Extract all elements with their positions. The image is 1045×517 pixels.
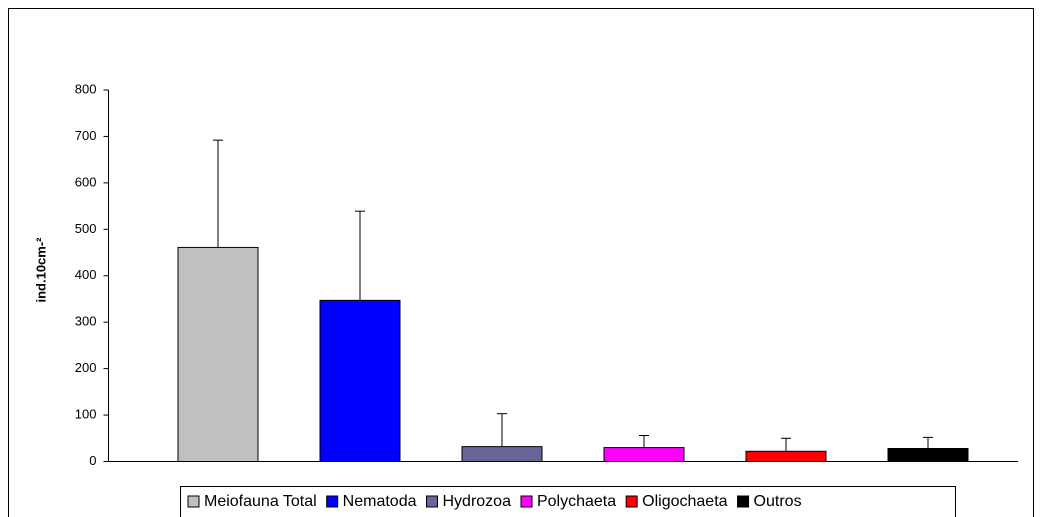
bar (319, 299, 401, 462)
legend-box (180, 486, 956, 517)
y-axis-label: ind.10cm-² (33, 237, 48, 303)
y-tick-label: 500 (75, 221, 97, 236)
legend-swatch (625, 495, 638, 508)
y-tick-label: 300 (75, 314, 97, 329)
y-tick-label: 700 (75, 128, 97, 143)
legend-swatch (426, 495, 438, 508)
y-tick-label: 0 (89, 453, 96, 468)
legend-label: Oligochaeta (642, 493, 727, 510)
legend-label: Nematoda (343, 493, 417, 510)
bar (177, 246, 259, 462)
bar (603, 447, 685, 463)
legend-label: Hydrozoa (443, 493, 512, 510)
bar (745, 450, 827, 463)
legend-label: Meiofauna Total (204, 493, 317, 510)
legend-swatch (737, 495, 750, 508)
y-tick-label: 100 (75, 407, 97, 422)
bar (887, 447, 969, 462)
legend-swatch (187, 495, 200, 508)
y-tick-label: 800 (75, 81, 97, 96)
legend-label: Polychaeta (537, 493, 616, 510)
y-tick-label: 200 (75, 360, 97, 375)
chart-frame (8, 8, 1034, 517)
y-tick-label: 400 (75, 267, 97, 282)
y-tick-label: 600 (75, 174, 97, 189)
legend-swatch (326, 495, 339, 508)
legend-label: Outros (754, 493, 802, 510)
legend-swatch (520, 495, 533, 508)
bar (461, 446, 543, 463)
